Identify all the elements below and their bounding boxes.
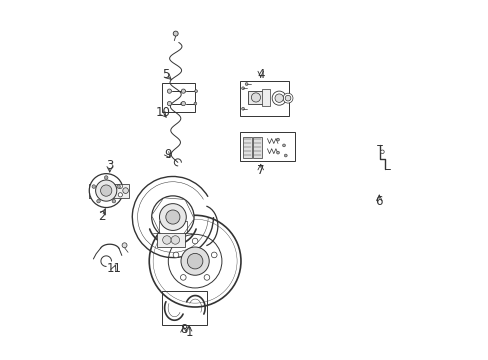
- Circle shape: [380, 150, 384, 153]
- Circle shape: [241, 87, 244, 90]
- Circle shape: [181, 102, 183, 105]
- Circle shape: [284, 154, 286, 157]
- Circle shape: [181, 102, 185, 106]
- Bar: [162, 83, 194, 112]
- Circle shape: [251, 93, 260, 102]
- Text: 2: 2: [98, 210, 105, 223]
- Circle shape: [159, 204, 186, 230]
- Text: 5: 5: [162, 68, 169, 81]
- Bar: [243, 136, 251, 158]
- Circle shape: [89, 174, 123, 207]
- Circle shape: [173, 252, 179, 258]
- Text: 4: 4: [257, 68, 264, 81]
- Bar: [240, 132, 294, 161]
- Circle shape: [241, 107, 244, 110]
- Text: 3: 3: [106, 159, 113, 172]
- Bar: [262, 89, 269, 106]
- Circle shape: [167, 89, 171, 93]
- Circle shape: [244, 83, 247, 85]
- Circle shape: [194, 102, 196, 105]
- Text: 8: 8: [180, 323, 187, 337]
- Circle shape: [117, 185, 120, 188]
- Circle shape: [122, 188, 128, 193]
- Circle shape: [151, 196, 194, 238]
- Circle shape: [122, 243, 127, 248]
- Text: 6: 6: [375, 195, 382, 208]
- Text: 10: 10: [155, 107, 170, 120]
- Text: 9: 9: [163, 148, 171, 161]
- Circle shape: [274, 94, 283, 102]
- Circle shape: [165, 210, 180, 224]
- Circle shape: [272, 91, 285, 105]
- Circle shape: [283, 93, 292, 103]
- Text: 11: 11: [106, 262, 121, 275]
- Circle shape: [276, 151, 279, 154]
- Circle shape: [96, 180, 117, 201]
- Circle shape: [92, 185, 95, 188]
- Circle shape: [118, 193, 122, 197]
- Circle shape: [192, 238, 198, 244]
- Circle shape: [182, 90, 185, 93]
- Circle shape: [112, 199, 115, 203]
- Circle shape: [285, 95, 290, 101]
- Bar: [157, 233, 185, 247]
- Bar: [162, 291, 207, 325]
- Circle shape: [173, 31, 178, 36]
- Bar: [240, 81, 288, 116]
- Circle shape: [211, 252, 217, 258]
- Circle shape: [203, 275, 209, 280]
- Bar: [113, 184, 129, 198]
- Circle shape: [101, 185, 112, 196]
- Text: 7: 7: [257, 164, 264, 177]
- Circle shape: [171, 236, 179, 244]
- Circle shape: [180, 275, 186, 280]
- Circle shape: [194, 90, 197, 93]
- Circle shape: [282, 144, 285, 147]
- Circle shape: [276, 138, 279, 141]
- Circle shape: [163, 236, 171, 244]
- Circle shape: [181, 247, 209, 275]
- Bar: [248, 91, 267, 104]
- Circle shape: [104, 176, 108, 179]
- Circle shape: [167, 102, 171, 106]
- Circle shape: [97, 199, 100, 203]
- Circle shape: [149, 215, 241, 307]
- Circle shape: [187, 253, 203, 269]
- Text: 1: 1: [185, 326, 192, 339]
- Bar: [253, 136, 261, 158]
- Circle shape: [181, 89, 185, 93]
- Circle shape: [118, 184, 122, 189]
